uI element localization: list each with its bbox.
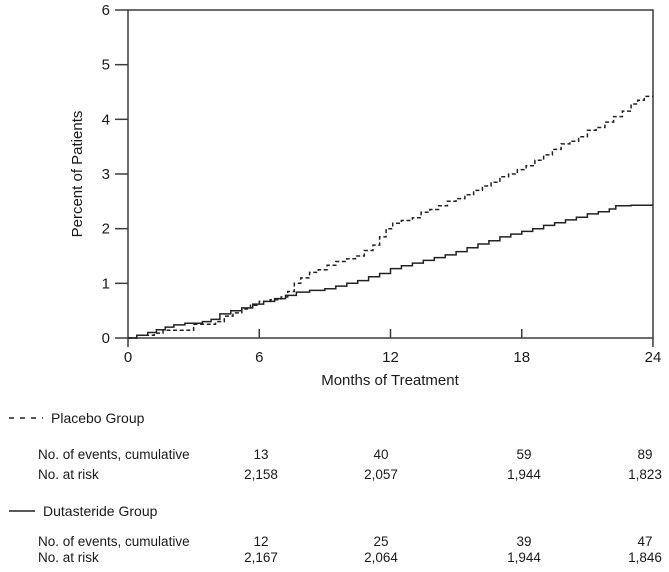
- y-tick-label: 4: [102, 111, 110, 128]
- dutasteride-events-row: No. of events, cumulative 12 25 39 47: [0, 534, 669, 550]
- legend-placebo: Placebo Group: [8, 410, 144, 426]
- x-tick-label: 0: [124, 349, 132, 366]
- placebo-risk-row: No. at risk 2,158 2,057 1,944 1,823: [0, 467, 669, 483]
- y-tick-label: 6: [102, 2, 110, 19]
- row-label: No. of events, cumulative: [38, 447, 190, 462]
- dutasteride-risk-m6: 2,167: [244, 550, 278, 565]
- legend-dutasteride-label: Dutasteride Group: [43, 503, 158, 519]
- x-tick-label: 12: [382, 349, 399, 366]
- legend-placebo-label: Placebo Group: [51, 410, 145, 426]
- placebo-events-row: No. of events, cumulative 13 40 59 89: [0, 447, 669, 463]
- dutasteride-risk-m12: 2,064: [364, 550, 398, 565]
- x-tick-label: 6: [255, 349, 263, 366]
- placebo-risk-m18: 1,944: [507, 467, 541, 482]
- dutasteride-events-m6: 12: [253, 534, 269, 549]
- dutasteride-events-m12: 25: [373, 534, 389, 549]
- dutasteride-risk-m24: 1,846: [628, 550, 662, 565]
- placebo-events-m24: 89: [637, 447, 653, 462]
- legend-dutasteride: Dutasteride Group: [8, 503, 157, 519]
- dutasteride-risk-row: No. at risk 2,167 2,064 1,944 1,846: [0, 550, 669, 566]
- plot-border: [127, 9, 654, 339]
- dashed-line-icon: [9, 417, 43, 419]
- x-tick-label: 24: [645, 349, 662, 366]
- y-axis-title: Percent of Patients: [69, 111, 86, 238]
- row-label: No. at risk: [38, 550, 99, 565]
- solid-line-icon: [9, 510, 35, 512]
- row-label: No. of events, cumulative: [38, 534, 190, 549]
- placebo-risk-m6: 2,158: [244, 467, 278, 482]
- placebo-events-m18: 59: [516, 447, 532, 462]
- dutasteride-risk-m18: 1,944: [507, 550, 541, 565]
- y-tick-label: 0: [102, 330, 110, 347]
- x-tick-label: 18: [513, 349, 530, 366]
- placebo-risk-m12: 2,057: [364, 467, 398, 482]
- placebo-curve: [128, 95, 653, 339]
- y-tick-label: 1: [102, 275, 110, 292]
- y-tick-label: 3: [102, 166, 110, 183]
- y-tick-label: 2: [102, 221, 110, 238]
- placebo-events-m6: 13: [253, 447, 269, 462]
- row-label: No. at risk: [38, 467, 99, 482]
- placebo-risk-m24: 1,823: [628, 467, 662, 482]
- dutasteride-events-m18: 39: [516, 534, 532, 549]
- dutasteride-curve: [128, 204, 653, 339]
- dutasteride-events-m24: 47: [637, 534, 653, 549]
- x-axis-title: Months of Treatment: [321, 372, 459, 389]
- curves: [128, 95, 653, 339]
- y-tick-label: 5: [102, 57, 110, 74]
- placebo-events-m12: 40: [373, 447, 389, 462]
